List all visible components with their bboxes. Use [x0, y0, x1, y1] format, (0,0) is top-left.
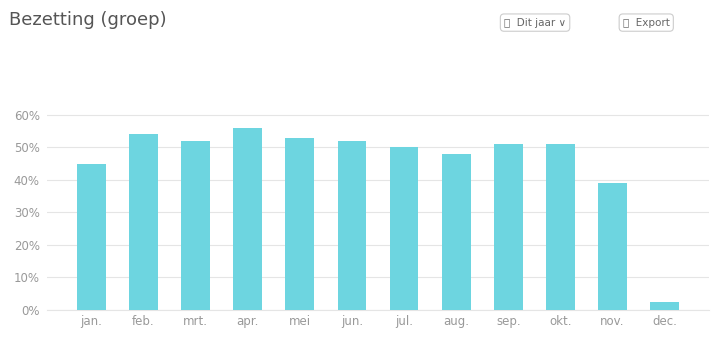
Bar [181, 141, 210, 310]
Bar [390, 147, 418, 310]
Text: Bezetting (groep): Bezetting (groep) [9, 11, 167, 29]
Text: 📅  Dit jaar ∨: 📅 Dit jaar ∨ [504, 18, 566, 27]
Bar [233, 128, 262, 310]
Bar [129, 134, 158, 310]
Text: 🔒  Export: 🔒 Export [623, 18, 670, 27]
Bar [650, 302, 679, 310]
Bar [598, 183, 627, 310]
Bar [442, 154, 471, 310]
Bar [494, 144, 523, 310]
Bar [546, 144, 575, 310]
Bar [77, 164, 106, 310]
Bar [285, 138, 314, 310]
Bar [338, 141, 366, 310]
